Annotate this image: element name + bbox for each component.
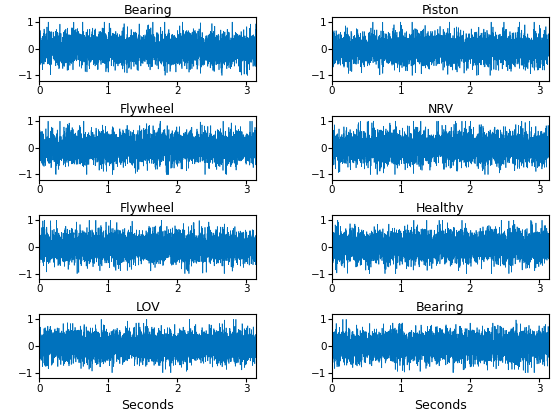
Title: Bearing: Bearing <box>123 4 172 17</box>
X-axis label: Seconds: Seconds <box>122 399 174 412</box>
Title: Flywheel: Flywheel <box>120 103 175 116</box>
Title: Piston: Piston <box>422 4 459 17</box>
Title: Flywheel: Flywheel <box>120 202 175 215</box>
Title: Bearing: Bearing <box>416 301 465 314</box>
Title: Healthy: Healthy <box>416 202 465 215</box>
Title: NRV: NRV <box>427 103 454 116</box>
Title: LOV: LOV <box>136 301 160 314</box>
X-axis label: Seconds: Seconds <box>414 399 466 412</box>
